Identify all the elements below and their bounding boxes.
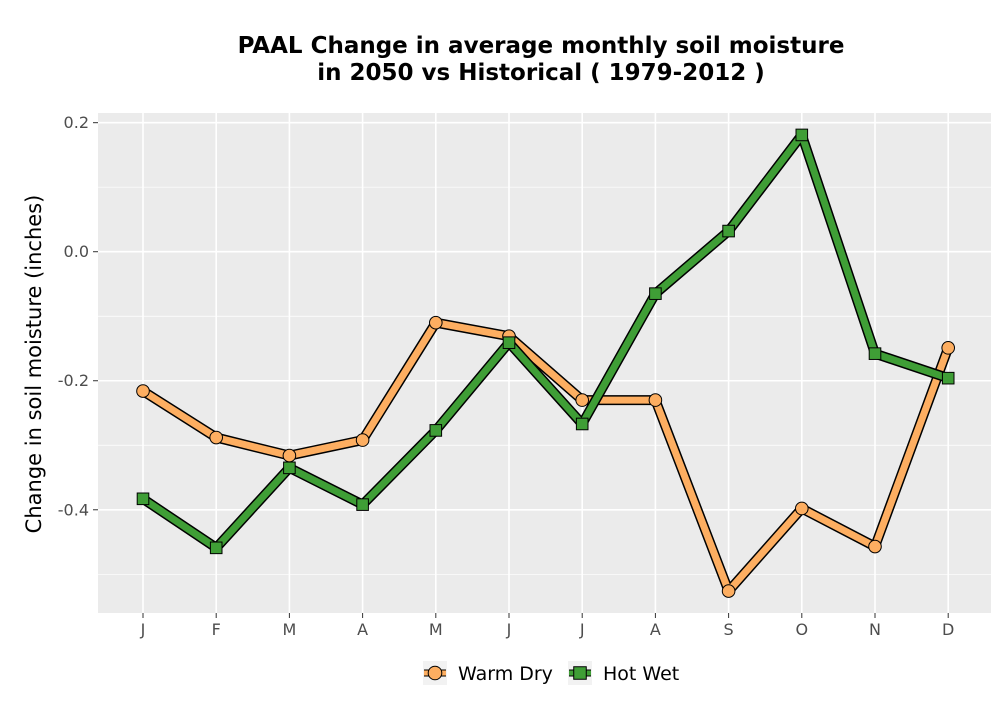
warm-dry-legend-label: Warm Dry <box>458 663 553 685</box>
warm-dry-point <box>648 393 663 407</box>
y-tick-label: -0.2 <box>58 371 89 390</box>
hot-wet-point <box>649 287 662 300</box>
hot-wet-legend-label: Hot Wet <box>603 663 679 685</box>
warm-dry-point <box>355 433 370 447</box>
warm-dry-line <box>139 319 952 595</box>
y-tick-label: 0.0 <box>64 242 89 261</box>
hot-wet-point <box>722 224 735 238</box>
legend: Warm Dry Hot Wet <box>423 661 679 685</box>
hot-wet-point <box>356 498 369 511</box>
hot-wet-point <box>429 424 443 437</box>
warm-dry-point <box>136 384 150 398</box>
x-tick-label: D <box>942 620 954 639</box>
x-tick-label: M <box>429 620 443 639</box>
warm-dry-point <box>429 315 443 330</box>
chart-title-line-1: PAAL Change in average monthly soil mois… <box>238 33 845 59</box>
hot-wet-point <box>941 371 955 385</box>
x-tick-label: S <box>724 620 734 639</box>
series-lines <box>136 128 956 598</box>
hot-wet-point <box>283 461 296 475</box>
chart-title-line-2: in 2050 vs Historical ( 1979-2012 ) <box>317 60 764 86</box>
x-tick-label: J <box>140 620 146 639</box>
x-tick-label: J <box>506 620 512 639</box>
x-tick-label: O <box>796 620 809 639</box>
hot-wet-point <box>868 347 882 360</box>
hot-wet-line <box>139 131 952 552</box>
hot-wet-point <box>136 492 150 506</box>
warm-dry-point <box>795 501 809 516</box>
warm-dry-point <box>209 430 223 445</box>
y-tick-label: -0.4 <box>58 500 89 519</box>
x-tick-label: M <box>282 620 296 639</box>
x-tick-label: A <box>357 620 368 639</box>
hot-wet-point <box>575 417 589 431</box>
warm-dry-legend-marker <box>427 665 443 681</box>
x-tick-label: N <box>869 620 881 639</box>
warm-dry-point <box>575 393 590 407</box>
hot-wet-point <box>795 128 809 142</box>
y-axis-label: Change in soil moisture (inches) <box>22 195 46 534</box>
warm-dry-point <box>868 539 882 554</box>
warm-dry-point <box>721 584 736 598</box>
warm-dry-point <box>941 341 956 355</box>
hot-wet-point <box>209 541 223 555</box>
x-tick-label: F <box>212 620 221 639</box>
warm-dry-point <box>282 448 297 463</box>
axes: 0.2 0.0 -0.2 -0.4 J F M A M J J A S O N D <box>58 113 955 639</box>
hot-wet-legend-marker <box>573 666 587 680</box>
y-tick-label: 0.2 <box>64 113 89 132</box>
x-tick-label: J <box>579 620 585 639</box>
hot-wet-point <box>502 336 516 349</box>
x-tick-label: A <box>650 620 661 639</box>
